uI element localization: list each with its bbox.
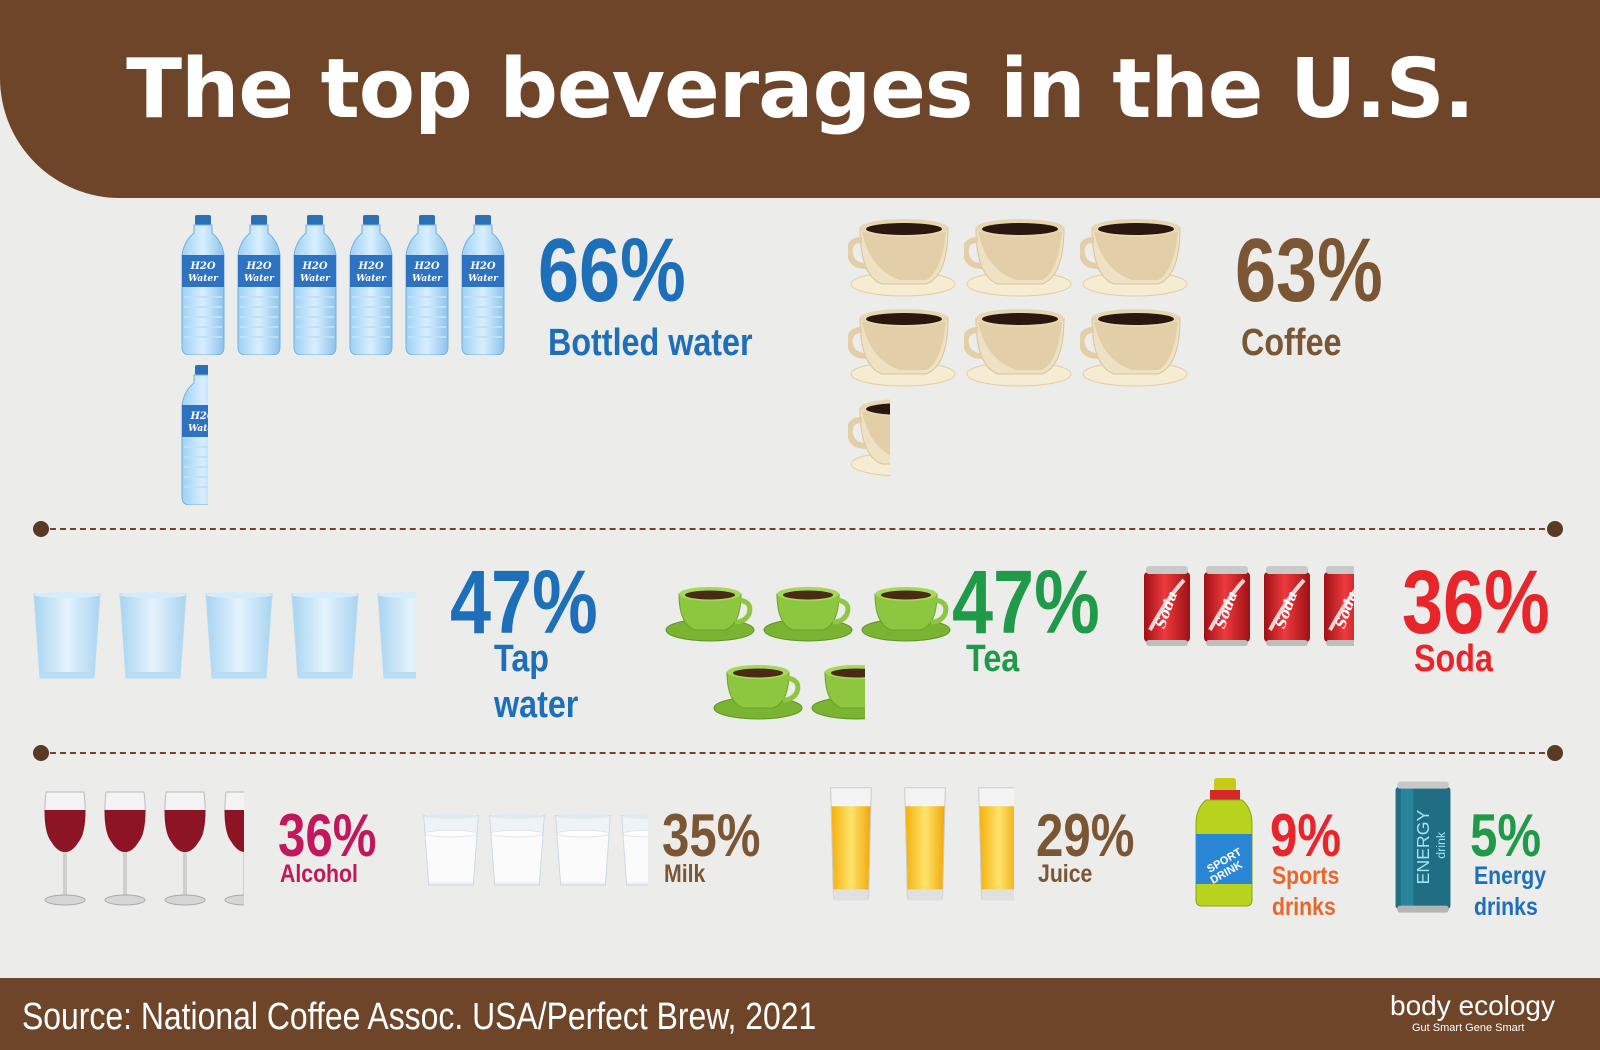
water-glass-icon (290, 592, 360, 682)
water-bottle-icon-group (178, 215, 518, 505)
bottled-water-percent: 66% (538, 221, 686, 321)
soda-label: Soda (1414, 638, 1493, 680)
coffee-cup-icon (1080, 218, 1190, 298)
coffee-cup-icon-group (848, 218, 1198, 483)
divider-dot (1547, 745, 1563, 761)
coffee-cup-icon (964, 218, 1074, 298)
wine-glass-icon (220, 788, 244, 908)
water-bottle-icon (458, 215, 508, 355)
wine-glass-icon-group (40, 788, 250, 910)
tea-cup-icon (763, 582, 853, 642)
alcohol-percent: 36% (278, 802, 377, 869)
coffee-cup-icon (848, 308, 958, 388)
tea-cup-icon (713, 660, 803, 720)
milk-percent: 35% (662, 802, 761, 869)
water-glass-icon-group (32, 592, 422, 684)
tea-label: Tea (966, 638, 1020, 680)
wine-glass-icon (40, 788, 90, 908)
tea-percent: 47% (952, 553, 1100, 653)
water-bottle-icon (178, 365, 208, 505)
water-bottle-icon (402, 215, 452, 355)
alcohol-label: Alcohol (280, 860, 358, 888)
source-citation: Source: National Coffee Assoc. USA/Perfe… (22, 996, 817, 1038)
brand-logo: body ecology (1390, 990, 1556, 1021)
tap-water-percent: 47% (450, 553, 598, 653)
water-glass-icon (376, 592, 416, 682)
section-divider (40, 528, 1555, 530)
tea-cup-icon (665, 582, 755, 642)
milk-label: Milk (664, 860, 706, 888)
water-bottle-icon (234, 215, 284, 355)
juice-glass-icon (974, 786, 1014, 906)
juice-percent: 29% (1036, 802, 1135, 869)
water-bottle-icon (290, 215, 340, 355)
juice-glass-icon-group (826, 786, 1021, 911)
tea-cup-icon (811, 660, 865, 720)
water-glass-icon (32, 592, 102, 682)
soda-can-icon (1202, 566, 1252, 646)
juice-glass-icon (826, 786, 876, 906)
water-glass-icon (204, 592, 274, 682)
coffee-cup-icon (964, 308, 1074, 388)
bottled-water-label: Bottled water (548, 322, 753, 364)
coffee-cup-icon (848, 398, 890, 478)
juice-glass-icon (900, 786, 950, 906)
milk-glass-icon (554, 808, 612, 894)
page-title: The top beverages in the U.S. (126, 42, 1475, 137)
tea-cup-icon (861, 582, 951, 642)
sports-drinks-percent: 9% (1270, 802, 1342, 869)
tea-cup-icon-group (665, 582, 955, 732)
sports-drink-icon (1194, 774, 1254, 912)
coffee-percent: 63% (1235, 221, 1383, 321)
tap-water-label-line2: water (494, 684, 579, 726)
wine-glass-icon (160, 788, 210, 908)
footer-bar (0, 978, 1600, 1050)
section-divider (40, 752, 1555, 754)
wine-glass-icon (100, 788, 150, 908)
header-banner (0, 0, 1600, 198)
sports-drinks-label-line1: Sports (1272, 862, 1340, 890)
divider-dot (1547, 521, 1563, 537)
soda-can-icon-group (1142, 566, 1352, 650)
water-bottle-icon (346, 215, 396, 355)
juice-label: Juice (1038, 860, 1093, 888)
soda-can-icon (1322, 566, 1354, 646)
soda-can-icon (1262, 566, 1312, 646)
energy-drinks-label-line1: Energy (1474, 862, 1547, 890)
water-bottle-icon (178, 215, 228, 355)
tap-water-label-line1: Tap (494, 638, 550, 680)
divider-dot (33, 745, 49, 761)
coffee-cup-icon (1080, 308, 1190, 388)
energy-drink-icon (1392, 774, 1454, 922)
milk-glass-icon (422, 808, 480, 894)
soda-percent: 36% (1402, 553, 1550, 653)
water-glass-icon (118, 592, 188, 682)
divider-dot (33, 521, 49, 537)
soda-can-icon (1142, 566, 1192, 646)
coffee-label: Coffee (1241, 322, 1342, 364)
sports-drinks-label-line2: drinks (1272, 893, 1336, 921)
energy-drinks-percent: 5% (1470, 802, 1542, 869)
milk-glass-icon (620, 808, 648, 894)
coffee-cup-icon (848, 218, 958, 298)
brand-tagline: Gut Smart Gene Smart (1412, 1022, 1525, 1034)
energy-drinks-label-line2: drinks (1474, 893, 1538, 921)
milk-glass-icon-group (422, 808, 652, 900)
milk-glass-icon (488, 808, 546, 894)
